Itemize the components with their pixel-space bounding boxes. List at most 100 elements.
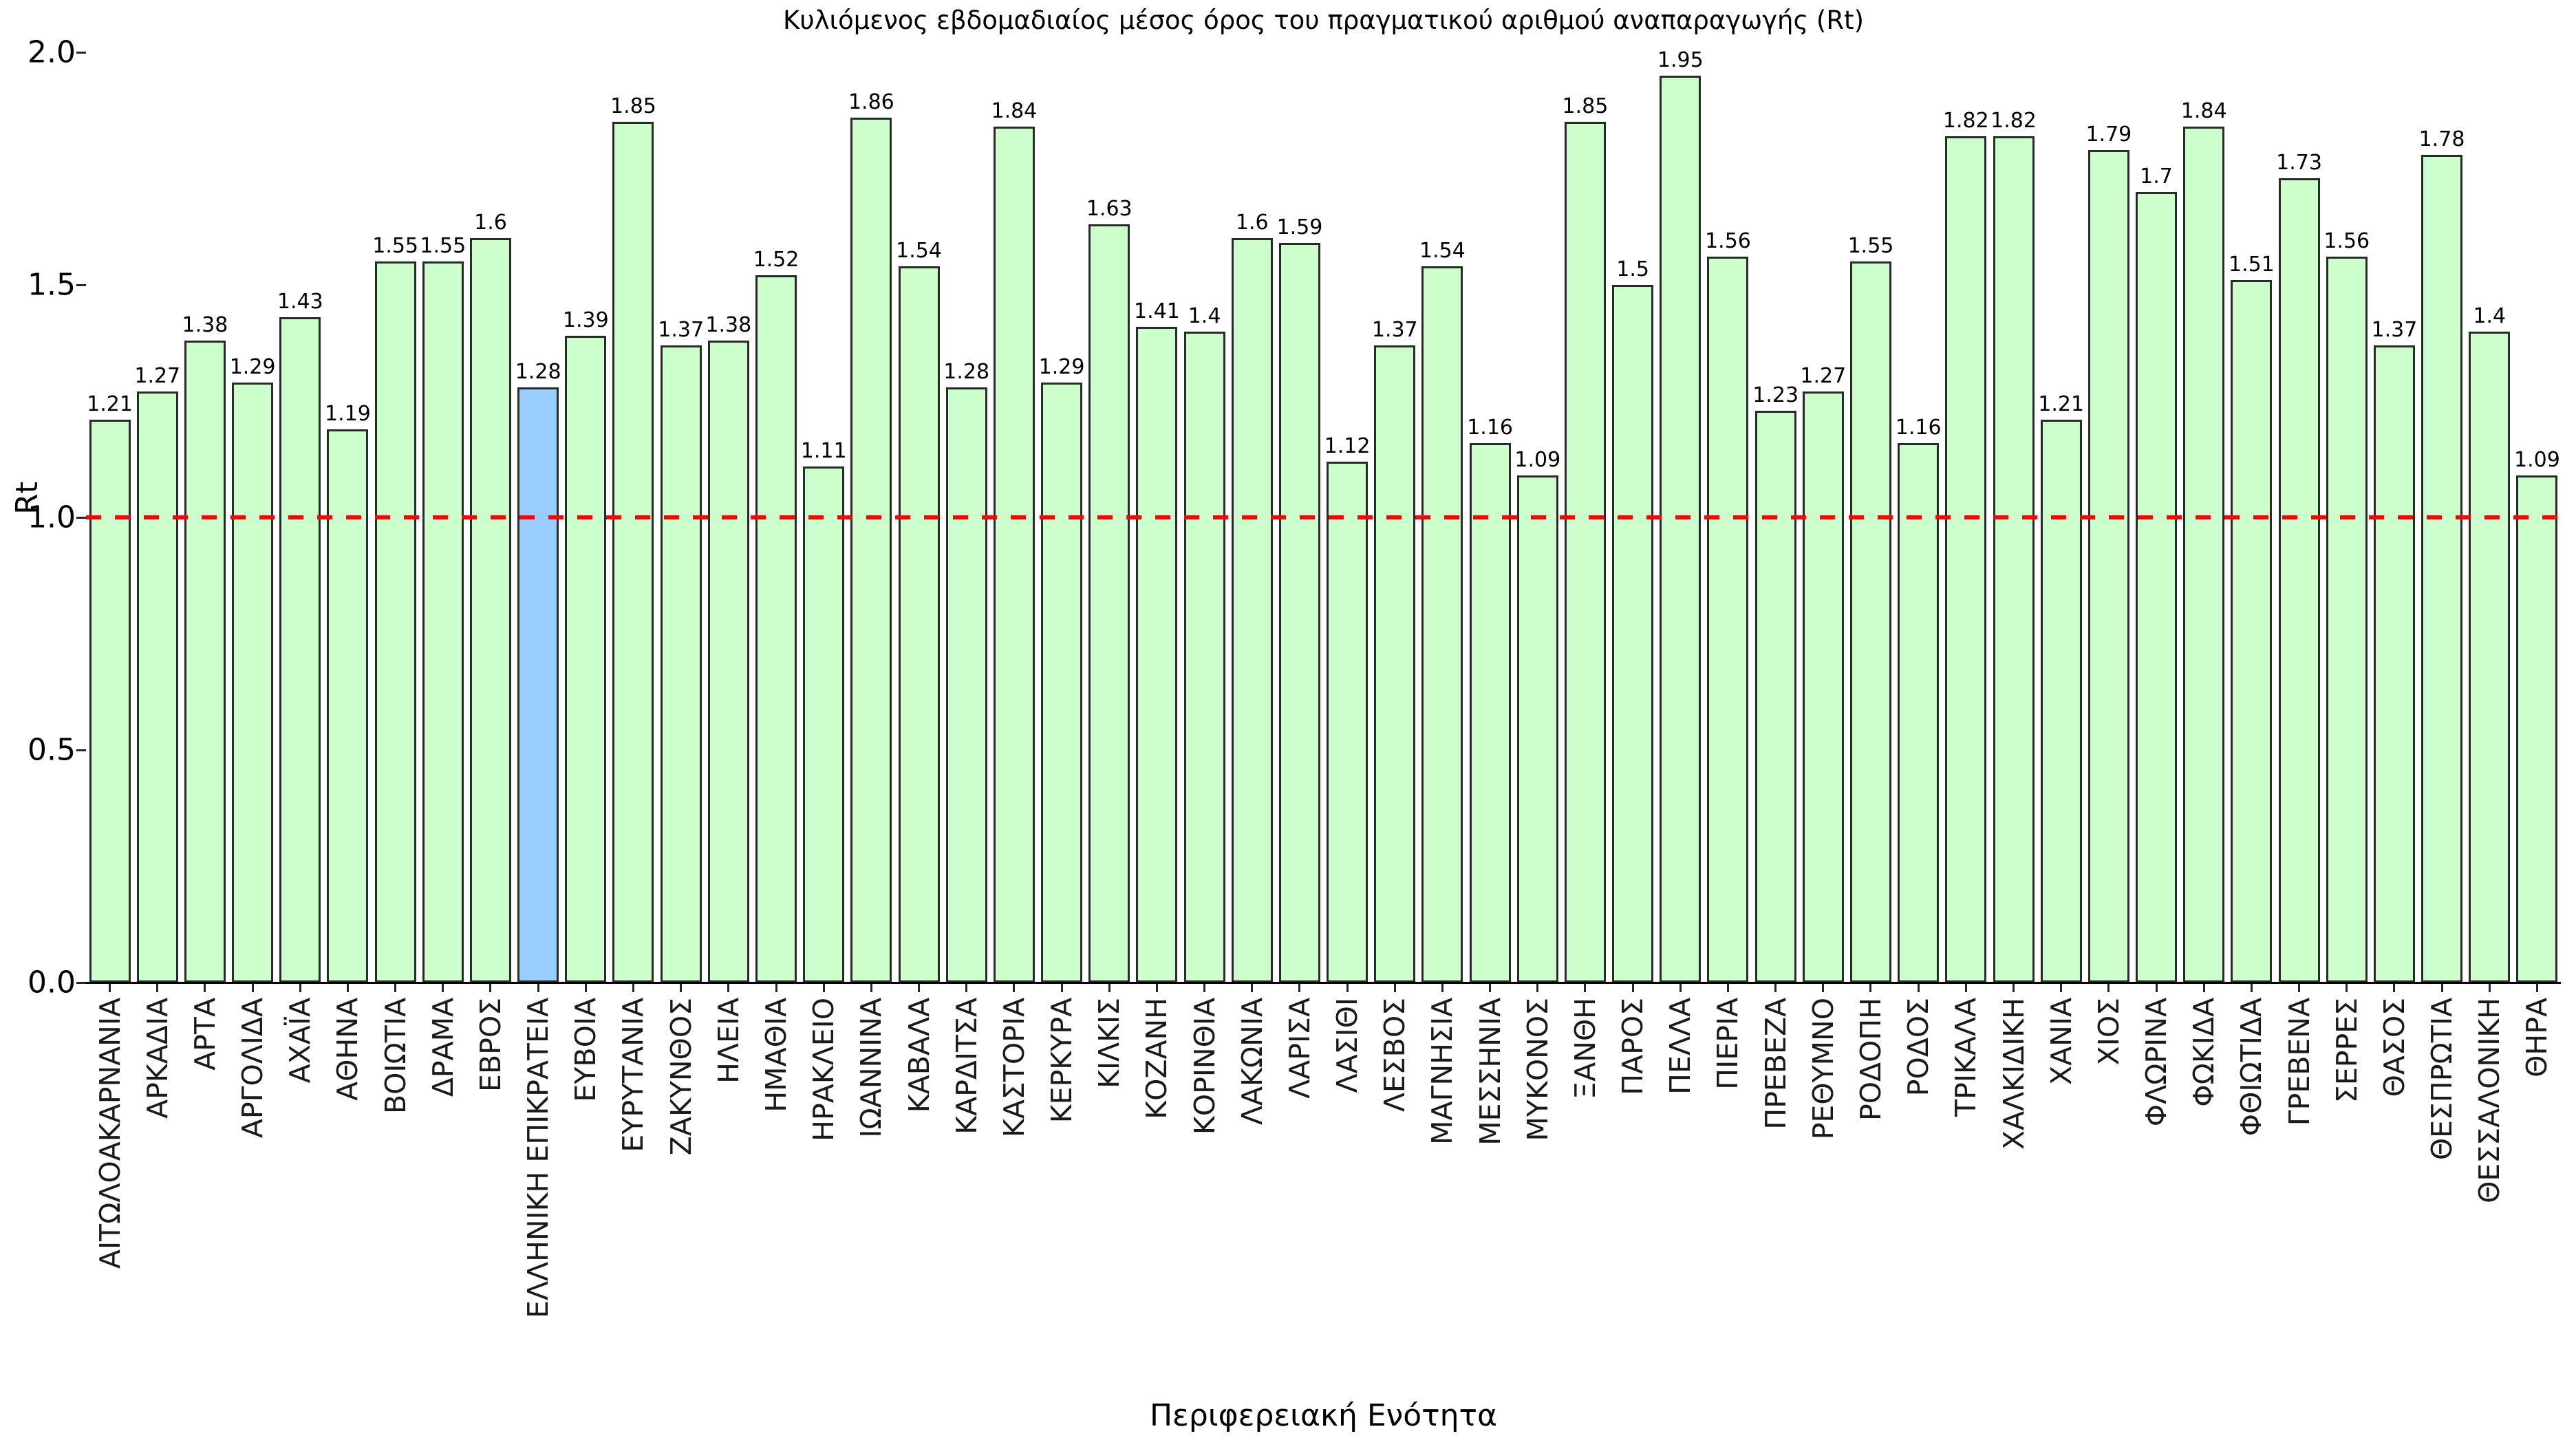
bar-highlight (517, 387, 559, 983)
y-tick-label: 1.0 (28, 500, 76, 535)
x-tick-mark (2440, 983, 2443, 992)
bar (1945, 136, 1987, 983)
y-tick-mark (76, 283, 86, 286)
bar-value-label: 1.56 (2323, 229, 2370, 254)
x-category-label: ΕΒΡΟΣ (473, 998, 507, 1092)
bar-value-label: 1.56 (1705, 229, 1751, 254)
bar-value-label: 1.37 (658, 317, 705, 342)
bar (993, 127, 1035, 983)
x-category-label: ΜΥΚΟΝΟΣ (1521, 998, 1554, 1141)
x-category-label: ΛΕΣΒΟΣ (1378, 998, 1412, 1113)
bar (1041, 382, 1083, 983)
bar (2087, 149, 2129, 983)
bar-value-label: 1.21 (2038, 392, 2085, 417)
bar-value-label: 1.6 (474, 211, 507, 235)
bar (2278, 178, 2320, 983)
bar-value-label: 1.27 (1800, 364, 1847, 389)
x-category-label: ΦΘΙΩΤΙΔΑ (2235, 998, 2268, 1137)
bar (2326, 257, 2368, 983)
x-tick-mark (2346, 983, 2348, 992)
x-category-label: ΡΕΘΥΜΝΟ (1806, 998, 1840, 1140)
x-tick-mark (918, 983, 921, 992)
x-category-label: ΘΗΡΑ (2520, 998, 2554, 1077)
bar-value-label: 1.82 (1942, 108, 1989, 133)
x-category-label: ΛΑΡΙΣΑ (1282, 998, 1316, 1099)
x-category-label: ΠΑΡΟΣ (1616, 998, 1650, 1095)
x-tick-mark (1203, 983, 1206, 992)
x-category-label: ΠΙΕΡΙΑ (1711, 998, 1745, 1090)
x-category-label: ΒΟΙΩΤΙΑ (378, 998, 412, 1115)
x-category-label: ΡΟΔΟΣ (1902, 998, 1935, 1097)
x-tick-mark (2060, 983, 2063, 992)
x-category-label: ΙΩΑΝΝΙΝΑ (855, 998, 888, 1138)
chart-title: Κυλιόμενος εβδομαδιαίος μέσος όρος του π… (782, 6, 1865, 35)
bar (327, 429, 369, 983)
x-tick-mark (156, 983, 159, 992)
bar (945, 387, 987, 983)
bar (2231, 280, 2273, 983)
bar-value-label: 1.54 (1419, 238, 1466, 263)
y-tick-label: 1.5 (28, 267, 76, 303)
bar (2469, 331, 2511, 983)
x-tick-mark (489, 983, 492, 992)
bar (1898, 442, 1940, 983)
x-category-label: ΛΑΚΩΝΙΑ (1235, 998, 1269, 1126)
x-tick-mark (2250, 983, 2253, 992)
x-category-label: ΞΑΝΘΗ (1568, 998, 1602, 1099)
x-tick-mark (1441, 983, 1443, 992)
bar-value-label: 1.29 (1038, 354, 1085, 379)
x-category-label: ΜΕΣΣΗΝΙΑ (1473, 998, 1507, 1146)
bar-value-label: 1.95 (1657, 47, 1704, 72)
x-category-label: ΘΕΣΠΡΩΤΙΑ (2425, 998, 2459, 1161)
x-tick-mark (1917, 983, 1920, 992)
x-tick-mark (1251, 983, 1254, 992)
bar-value-label: 1.19 (325, 401, 371, 426)
bar-value-label: 1.23 (1752, 383, 1799, 407)
bar (1469, 442, 1511, 983)
x-category-label: ΕΥΒΟΙΑ (569, 998, 603, 1102)
bar (1231, 238, 1273, 983)
x-tick-mark (1393, 983, 1396, 992)
x-tick-mark (204, 983, 206, 992)
x-tick-mark (1726, 983, 1729, 992)
bar-value-label: 1.37 (2371, 317, 2418, 342)
bar-value-label: 1.55 (420, 234, 466, 259)
bar-value-label: 1.38 (182, 313, 228, 338)
x-tick-mark (2202, 983, 2205, 992)
x-category-label: ΕΥΡΥΤΑΝΙΑ (616, 998, 650, 1152)
x-tick-mark (537, 983, 539, 992)
y-tick-label: 2.0 (28, 34, 76, 70)
bar (803, 466, 845, 983)
bar (1278, 243, 1320, 983)
bar (707, 341, 749, 983)
bar-value-label: 1.59 (1276, 215, 1323, 240)
x-tick-mark (1298, 983, 1301, 992)
x-tick-mark (1774, 983, 1777, 992)
y-tick-mark (76, 981, 86, 984)
x-category-label: ΚΕΡΚΥΡΑ (1045, 998, 1079, 1124)
bar-value-label: 1.28 (515, 359, 561, 384)
bar (1183, 331, 1225, 983)
bar-value-label: 1.85 (1562, 94, 1609, 119)
x-category-label: ΦΩΚΙΔΑ (2187, 998, 2221, 1107)
bar-value-label: 1.4 (1188, 303, 1221, 328)
bar (1660, 75, 1702, 983)
y-tick-mark (76, 749, 86, 751)
x-category-label: ΧΑΛΚΙΔΙΚΗ (1997, 998, 2030, 1150)
bar-value-label: 1.86 (848, 89, 894, 114)
bar (898, 266, 940, 983)
x-category-label: ΖΑΚΥΝΘΟΣ (664, 998, 698, 1156)
bar-value-label: 1.12 (1324, 433, 1371, 458)
bar-value-label: 1.29 (229, 354, 276, 379)
x-tick-mark (442, 983, 444, 992)
bar (2183, 127, 2225, 983)
bar (136, 391, 178, 983)
x-category-label: ΛΑΣΙΘΙ (1331, 998, 1364, 1093)
bar (2373, 345, 2415, 983)
bar (1421, 266, 1463, 983)
bar-value-label: 1.39 (562, 308, 609, 333)
x-category-label: ΗΜΑΘΙΑ (760, 998, 793, 1113)
x-tick-mark (1584, 983, 1587, 992)
x-tick-mark (109, 983, 111, 992)
bar-value-label: 1.63 (1086, 197, 1133, 222)
